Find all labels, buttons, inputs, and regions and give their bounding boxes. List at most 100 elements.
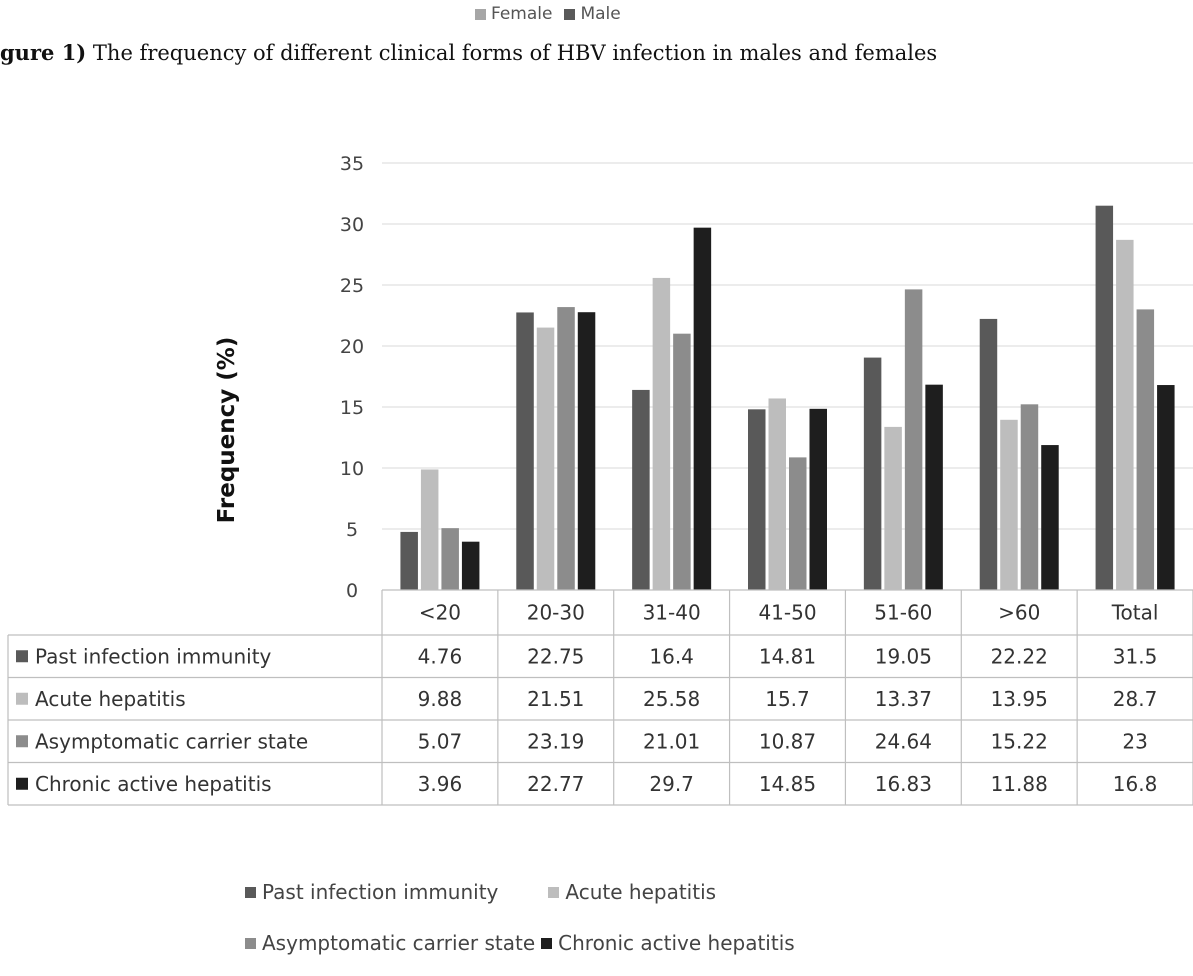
bar [420,469,439,590]
legend-item-chronic: Chronic active hepatitis [541,931,795,955]
bar [809,408,827,590]
acute-swatch [548,886,560,898]
legend-item-carrier: Asymptomatic carrier state [245,931,535,955]
table-row-label: Past infection immunity [35,644,272,668]
bar [1116,239,1134,591]
bar [1041,445,1059,590]
table-cell-value: 16.8 [1113,772,1158,796]
bar [461,541,480,590]
bar [884,426,902,590]
bar [693,227,712,590]
bar [516,312,534,590]
past-immunity-swatch [245,886,256,898]
figure-caption: gure 1) The frequency of different clini… [0,40,1193,68]
figure-number: gure 1) [0,40,87,65]
legend-item-acute: Acute hepatitis [548,880,716,904]
table-cell-value: 13.95 [991,687,1048,711]
legend-item-male: Male [564,4,621,24]
table-cell-value: 28.7 [1113,687,1158,711]
legend-label-male: Male [580,4,621,24]
table-row-swatch [16,650,28,663]
bar [536,327,555,590]
x-category-label: 51-60 [874,601,932,625]
table-cell-value: 11.88 [991,772,1048,796]
bar [1095,205,1114,590]
x-category-label: 20-30 [527,601,585,625]
bar [904,289,923,590]
bar [1136,309,1155,590]
caption-text: The frequency of different clinical form… [86,41,938,65]
y-tick-label: 35 [340,153,364,175]
table-cell-value: 29.7 [649,772,694,796]
chronic-swatch [541,937,553,949]
bar-chart: 0 5 10 15 20 25 30 35 <20 20-30 31-40 41-50 51-60 >60… [7,153,1193,806]
bar [925,384,943,590]
bar [789,457,807,590]
legend-item-past-immunity: Past infection immunity [245,880,498,904]
bar [748,409,766,590]
bar [1000,419,1018,590]
table-cell-value: 21.01 [643,729,700,753]
x-category-label: <20 [419,601,461,625]
bar [1020,404,1039,590]
table-row-swatch [16,692,28,705]
bar [557,307,575,590]
y-tick-label: 20 [340,336,364,358]
legend-label-chronic: Chronic active hepatitis [558,931,795,955]
table-cell-value: 3.96 [418,772,463,796]
table-cell-value: 15.22 [991,729,1048,753]
bar [673,333,691,590]
legend-label-female: Female [491,4,553,24]
table-cell-value: 19.05 [875,644,932,668]
table-cell-value: 9.88 [418,687,463,711]
table-cell-value: 22.75 [527,644,584,668]
table-cell-value: 23.19 [527,729,584,753]
table-cell-value: 16.83 [875,772,932,796]
bar [1157,385,1175,590]
table-cell-value: 25.58 [643,687,700,711]
table-cell-value: 22.22 [991,644,1048,668]
legend-label-acute: Acute hepatitis [565,880,717,904]
table-cell-value: 24.64 [875,729,932,753]
table-row-swatch [16,735,28,748]
table-cell-value: 4.76 [418,644,463,668]
table-cell-value: 15.7 [765,687,810,711]
top-legend: Female Male [475,2,735,26]
bar [400,531,418,590]
bar [652,277,671,590]
y-tick-label: 0 [346,580,358,602]
x-category-label: 41-50 [758,601,816,625]
table-row-label: Chronic active hepatitis [35,772,272,796]
bar [979,318,998,590]
bar [577,312,596,590]
carrier-swatch [245,937,256,949]
male-swatch [564,8,576,20]
table-cell-value: 22.77 [527,772,584,796]
table-cell-value: 31.5 [1113,644,1158,668]
legend-label-past-immunity: Past infection immunity [262,880,499,904]
y-tick-label: 5 [346,519,358,541]
table-cell-value: 13.37 [875,687,932,711]
y-tick-label: 25 [340,275,364,297]
y-tick-label: 10 [340,458,364,480]
bar [768,398,786,590]
table-row-label: Acute hepatitis [35,687,186,711]
bar [441,528,459,590]
bottom-legend: Past infection immunity Acute hepatitis … [245,880,865,970]
table-row-label: Asymptomatic carrier state [35,729,308,753]
x-category-label: 31-40 [643,601,701,625]
x-category-label: Total [1111,601,1159,625]
table-cell-value: 23 [1122,729,1147,753]
bar [632,389,650,590]
table-row-swatch [16,777,28,790]
female-swatch [475,8,486,20]
y-tick-label: 30 [340,214,364,236]
legend-item-female: Female [475,4,552,24]
table-cell-value: 5.07 [418,729,463,753]
table-cell-value: 14.85 [759,772,816,796]
legend-label-carrier: Asymptomatic carrier state [262,931,536,955]
bar [863,357,882,590]
y-tick-label: 15 [340,397,364,419]
table-cell-value: 21.51 [527,687,584,711]
x-category-label: >60 [998,601,1040,625]
